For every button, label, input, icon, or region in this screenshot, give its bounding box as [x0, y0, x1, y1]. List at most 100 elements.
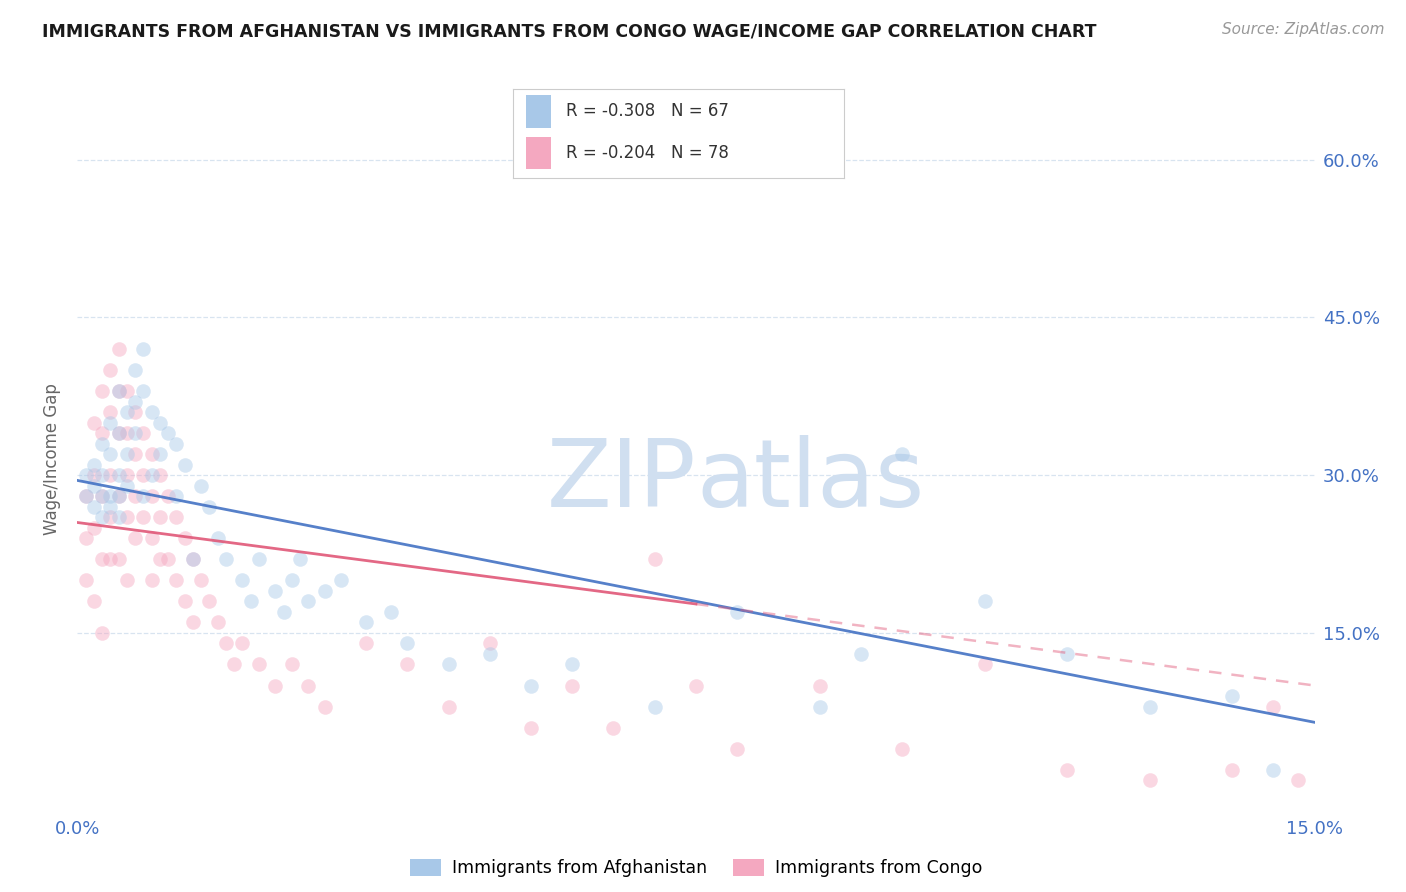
Text: R = -0.204   N = 78: R = -0.204 N = 78 — [567, 145, 728, 162]
Point — [132, 468, 155, 483]
Point — [297, 679, 319, 693]
Point — [602, 721, 624, 735]
Point — [1263, 763, 1285, 777]
Point — [190, 574, 212, 588]
Point — [685, 679, 707, 693]
Point — [288, 552, 311, 566]
Point — [314, 583, 336, 598]
Point — [115, 478, 138, 492]
Point — [91, 489, 114, 503]
Point — [124, 363, 146, 377]
Point — [181, 615, 204, 630]
Point — [149, 468, 172, 483]
Point — [91, 468, 114, 483]
Point — [115, 384, 138, 398]
Point — [231, 636, 253, 650]
Point — [891, 741, 914, 756]
Point — [561, 679, 583, 693]
Point — [107, 489, 129, 503]
Point — [891, 447, 914, 461]
Point — [75, 468, 97, 483]
Point — [190, 478, 212, 492]
Point — [808, 679, 831, 693]
Point — [132, 426, 155, 441]
Point — [1139, 773, 1161, 788]
Point — [124, 447, 146, 461]
Point — [231, 574, 253, 588]
Point — [141, 489, 163, 503]
Point — [83, 458, 105, 472]
Point — [644, 552, 666, 566]
Point — [75, 531, 97, 545]
Point — [644, 699, 666, 714]
Point — [141, 531, 163, 545]
Point — [314, 699, 336, 714]
Point — [141, 447, 163, 461]
Point — [273, 605, 295, 619]
Point — [124, 426, 146, 441]
Point — [132, 342, 155, 356]
Point — [165, 489, 187, 503]
Point — [239, 594, 262, 608]
Point — [91, 384, 114, 398]
Point — [115, 574, 138, 588]
Point — [107, 384, 129, 398]
Point — [132, 384, 155, 398]
Point — [83, 500, 105, 514]
Point — [75, 489, 97, 503]
Point — [198, 594, 221, 608]
Point — [520, 721, 543, 735]
Y-axis label: Wage/Income Gap: Wage/Income Gap — [44, 384, 62, 535]
Point — [124, 394, 146, 409]
Point — [157, 426, 180, 441]
Point — [91, 436, 114, 450]
Point — [973, 657, 995, 672]
Point — [1056, 647, 1078, 661]
Point — [215, 552, 238, 566]
Point — [124, 405, 146, 419]
Point — [173, 531, 195, 545]
Point — [247, 552, 270, 566]
Point — [107, 510, 129, 524]
Point — [281, 574, 304, 588]
Text: atlas: atlas — [696, 434, 924, 526]
Point — [207, 615, 229, 630]
Point — [1139, 699, 1161, 714]
Point — [354, 615, 377, 630]
Point — [91, 426, 114, 441]
Point — [1220, 763, 1243, 777]
Point — [91, 626, 114, 640]
Point — [165, 510, 187, 524]
Point — [132, 489, 155, 503]
Point — [98, 489, 121, 503]
Point — [264, 679, 287, 693]
Legend: Immigrants from Afghanistan, Immigrants from Congo: Immigrants from Afghanistan, Immigrants … — [404, 852, 988, 884]
Point — [215, 636, 238, 650]
Point — [107, 552, 129, 566]
Point — [207, 531, 229, 545]
Point — [849, 647, 872, 661]
Point — [141, 468, 163, 483]
Point — [132, 510, 155, 524]
Point — [98, 500, 121, 514]
Point — [115, 405, 138, 419]
Point — [107, 426, 129, 441]
Point — [181, 552, 204, 566]
Point — [91, 489, 114, 503]
Point — [173, 458, 195, 472]
Point — [281, 657, 304, 672]
Point — [75, 489, 97, 503]
Point — [181, 552, 204, 566]
Point — [141, 405, 163, 419]
Point — [725, 741, 748, 756]
Point — [561, 657, 583, 672]
Point — [173, 594, 195, 608]
Point — [222, 657, 245, 672]
Point — [1286, 773, 1309, 788]
Point — [157, 489, 180, 503]
Point — [83, 416, 105, 430]
Text: Source: ZipAtlas.com: Source: ZipAtlas.com — [1222, 22, 1385, 37]
Point — [157, 552, 180, 566]
Point — [141, 574, 163, 588]
Point — [808, 699, 831, 714]
